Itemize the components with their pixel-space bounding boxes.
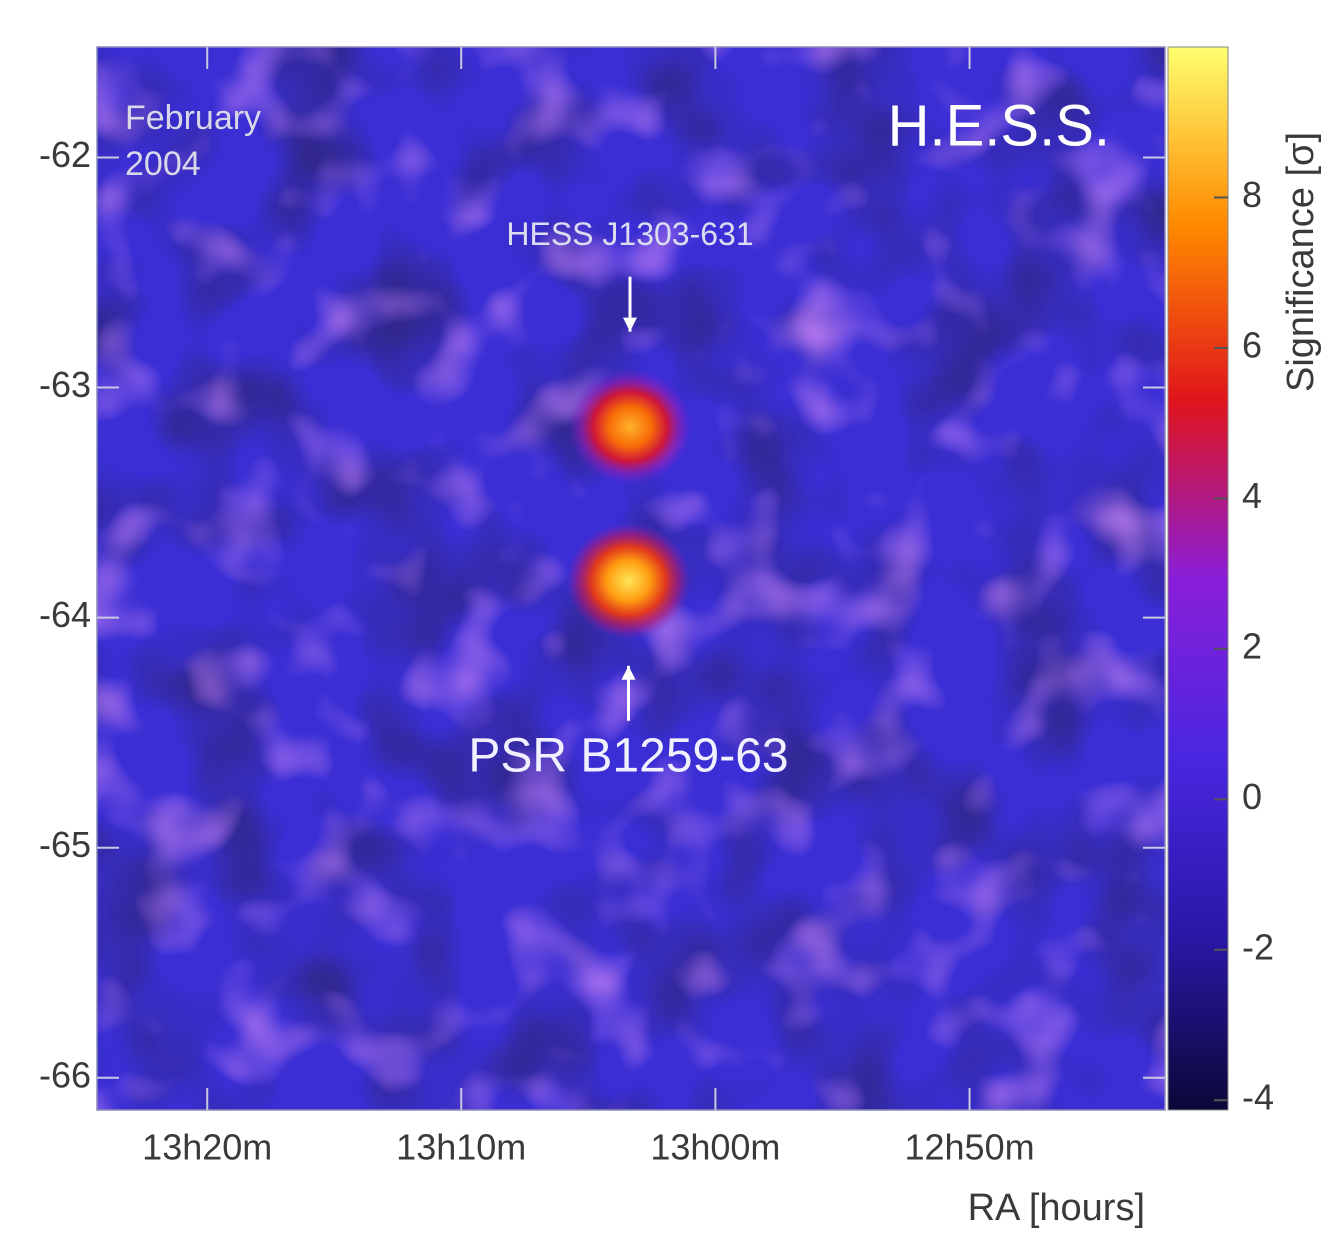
arrow-head bbox=[623, 317, 638, 332]
colorbar-tick-label: 8 bbox=[1242, 174, 1262, 215]
colorbar-tick-label: 6 bbox=[1242, 324, 1262, 365]
x-tick-label: 12h50m bbox=[904, 1127, 1034, 1168]
x-axis-label: RA [hours] bbox=[968, 1187, 1145, 1229]
y-tick-label: -65 bbox=[39, 824, 91, 865]
source-blob bbox=[566, 522, 691, 639]
colorbar-tick-label: -4 bbox=[1242, 1077, 1274, 1118]
colorbar bbox=[1167, 46, 1229, 1111]
y-tick-label: -64 bbox=[39, 594, 91, 635]
source-blob bbox=[568, 368, 693, 485]
arrow-head bbox=[621, 665, 636, 680]
plot-frame bbox=[96, 46, 1166, 1111]
annotation: February bbox=[125, 99, 261, 137]
colorbar-tick-label: 4 bbox=[1242, 475, 1262, 516]
colorbar-label: Significance [σ] bbox=[1280, 132, 1322, 392]
annotation: 2004 bbox=[125, 145, 201, 183]
y-tick-label: -66 bbox=[39, 1054, 91, 1095]
source-label: PSR B1259-63 bbox=[468, 729, 788, 782]
x-tick-label: 13h20m bbox=[142, 1127, 272, 1168]
y-tick-label: -62 bbox=[39, 134, 91, 175]
telescope-label: H.E.S.S. bbox=[888, 93, 1110, 158]
x-tick-label: 13h10m bbox=[396, 1127, 526, 1168]
colorbar-tick-label: -2 bbox=[1242, 926, 1274, 967]
x-tick-label: 13h00m bbox=[650, 1127, 780, 1168]
source-label: HESS J1303-631 bbox=[506, 216, 753, 252]
colorbar-tick-label: 2 bbox=[1242, 625, 1262, 666]
y-tick-label: -63 bbox=[39, 364, 91, 405]
colorbar-tick-label: 0 bbox=[1242, 776, 1262, 817]
